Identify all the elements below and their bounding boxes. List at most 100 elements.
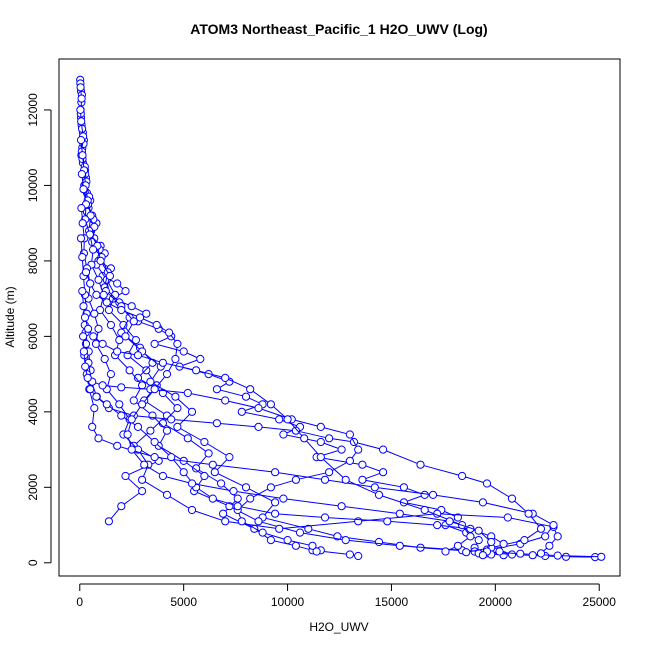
data-point bbox=[358, 460, 367, 469]
data-point bbox=[241, 483, 251, 492]
data-point bbox=[266, 400, 275, 409]
data-point bbox=[379, 445, 388, 454]
data-point bbox=[138, 487, 147, 496]
data-point bbox=[113, 347, 122, 356]
x-axis: 0 5000 10000 15000 20000 25000 bbox=[76, 583, 617, 609]
data-point bbox=[89, 245, 98, 254]
data-point bbox=[254, 404, 263, 413]
data-point bbox=[212, 385, 221, 394]
data-point bbox=[462, 548, 471, 557]
data-point bbox=[79, 347, 89, 356]
y-tick-label: 12000 bbox=[26, 93, 40, 127]
data-point bbox=[76, 136, 86, 145]
data-point bbox=[78, 253, 87, 262]
data-point bbox=[266, 536, 275, 545]
data-point bbox=[127, 445, 136, 454]
y-axis: 0 2000 4000 6000 8000 10000 12000 bbox=[26, 93, 52, 566]
data-point bbox=[345, 430, 354, 439]
data-point bbox=[152, 320, 161, 330]
data-point bbox=[341, 536, 350, 545]
data-point bbox=[433, 521, 442, 530]
series-line bbox=[80, 140, 596, 558]
data-point bbox=[337, 502, 346, 511]
data-point bbox=[187, 407, 197, 416]
data-point bbox=[254, 517, 263, 526]
data-point bbox=[104, 305, 114, 315]
data-point bbox=[246, 494, 255, 503]
data-point bbox=[219, 509, 228, 518]
data-point bbox=[142, 309, 151, 318]
x-tick-label: 10000 bbox=[271, 595, 305, 609]
data-point bbox=[138, 400, 147, 409]
data-point bbox=[225, 453, 234, 462]
data-point bbox=[81, 268, 91, 277]
data-point bbox=[80, 313, 90, 322]
data-point bbox=[295, 528, 305, 537]
data-point bbox=[395, 541, 404, 550]
x-tick-label: 25000 bbox=[583, 595, 617, 609]
y-tick-label: 6000 bbox=[26, 323, 40, 350]
data-point bbox=[81, 339, 91, 348]
data-point bbox=[127, 415, 136, 424]
data-point bbox=[482, 479, 492, 488]
data-point bbox=[275, 524, 284, 533]
data-point bbox=[374, 490, 384, 499]
data-point bbox=[283, 415, 292, 424]
data-point bbox=[549, 521, 558, 530]
data-point bbox=[316, 453, 325, 462]
data-point bbox=[90, 309, 99, 318]
data-point bbox=[233, 494, 242, 503]
data-point bbox=[158, 358, 167, 367]
data-point bbox=[104, 517, 114, 526]
data-point bbox=[133, 422, 143, 431]
data-point bbox=[345, 456, 354, 465]
data-point bbox=[354, 517, 363, 526]
series-layer bbox=[76, 75, 606, 562]
data-point bbox=[138, 475, 147, 484]
data-point bbox=[325, 468, 334, 477]
x-tick-label: 5000 bbox=[170, 595, 197, 609]
data-point bbox=[337, 445, 346, 454]
data-point bbox=[94, 275, 103, 284]
data-point bbox=[129, 317, 138, 326]
data-point bbox=[229, 487, 238, 496]
data-point bbox=[254, 422, 263, 431]
data-point bbox=[81, 362, 90, 371]
data-point bbox=[233, 502, 242, 511]
data-point bbox=[217, 479, 226, 488]
data-point bbox=[115, 400, 124, 409]
data-point bbox=[102, 400, 111, 409]
chart-title: ATOM3 Northeast_Pacific_1 H2O_UWV (Log) bbox=[190, 21, 487, 37]
data-point bbox=[428, 490, 438, 499]
data-point bbox=[370, 483, 379, 492]
data-point bbox=[487, 537, 496, 547]
data-point bbox=[291, 475, 300, 484]
data-point bbox=[271, 498, 280, 507]
data-point bbox=[86, 385, 95, 394]
data-point bbox=[135, 313, 145, 322]
data-point bbox=[121, 332, 130, 341]
data-point bbox=[561, 552, 571, 561]
data-point bbox=[79, 185, 88, 194]
data-point bbox=[77, 94, 86, 103]
data-point bbox=[210, 468, 219, 477]
data-point bbox=[76, 105, 85, 115]
data-point bbox=[89, 332, 98, 341]
data-point bbox=[246, 385, 255, 394]
data-point bbox=[354, 551, 363, 561]
data-point bbox=[271, 509, 280, 518]
data-point bbox=[86, 211, 95, 220]
data-point bbox=[125, 366, 134, 375]
data-point bbox=[150, 385, 159, 394]
data-point bbox=[84, 324, 93, 333]
data-point bbox=[399, 483, 408, 492]
data-point bbox=[266, 483, 275, 492]
data-point bbox=[99, 290, 108, 299]
data-point bbox=[536, 524, 546, 533]
plot-frame bbox=[58, 58, 621, 577]
data-point bbox=[354, 445, 363, 454]
data-point bbox=[98, 339, 107, 348]
data-point bbox=[200, 471, 209, 481]
data-point bbox=[96, 256, 105, 265]
